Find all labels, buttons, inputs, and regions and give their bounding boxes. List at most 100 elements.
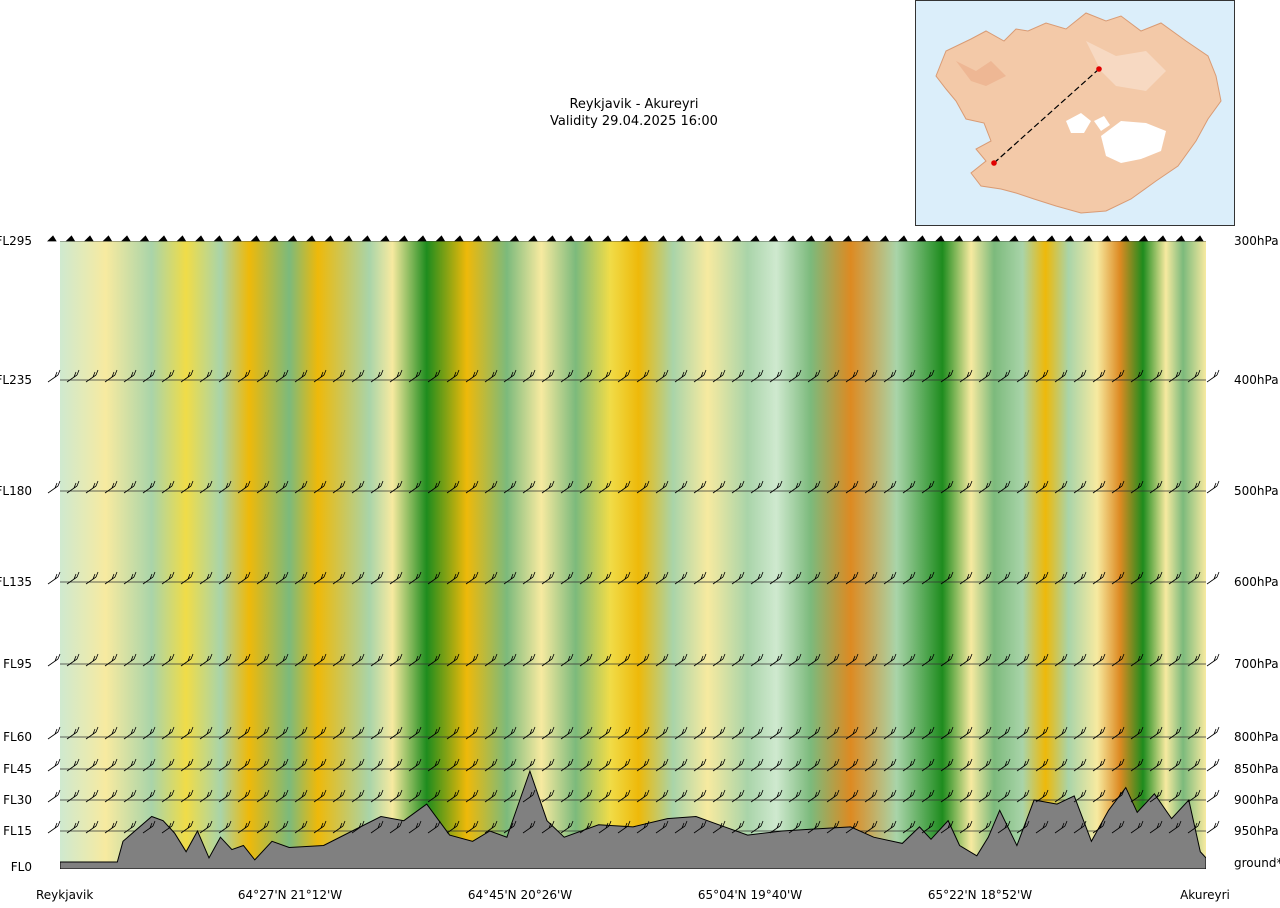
wind-barb [275, 369, 289, 383]
wind-barb [1187, 820, 1201, 834]
wind-barb [807, 571, 821, 585]
route-position-label: 65°22'N 18°52'W [928, 888, 1032, 902]
wind-barb [1009, 235, 1019, 242]
wind-barb [1016, 758, 1030, 772]
wind-barb [1130, 571, 1144, 585]
wind-barb [294, 571, 308, 585]
wind-barb [361, 235, 372, 242]
wind-barb [465, 369, 479, 383]
wind-barb [161, 571, 175, 585]
wind-barb [435, 235, 446, 242]
wind-barb [636, 480, 650, 494]
wind-barb [104, 820, 118, 834]
wind-barb [883, 369, 897, 383]
wind-barb [66, 820, 80, 834]
wind-barb [1092, 653, 1106, 667]
wind-barb [1092, 571, 1106, 585]
wind-barb [1206, 726, 1220, 740]
wind-barb [313, 369, 327, 383]
wind-barb [142, 571, 156, 585]
pressure-level-label: ground* [1234, 856, 1280, 870]
wind-barb [579, 789, 593, 803]
wind-barb [1130, 789, 1144, 803]
wind-barb [161, 789, 175, 803]
wind-barb [902, 571, 916, 585]
flight-level-label: FL45 [3, 762, 32, 776]
wind-barb [522, 480, 536, 494]
wind-barb [1206, 480, 1220, 494]
wind-barb [787, 235, 797, 242]
flight-level-label: FL60 [3, 730, 32, 744]
wind-barb [332, 789, 346, 803]
wind-barb [66, 571, 80, 585]
wind-barb [1111, 571, 1125, 585]
wind-barb [579, 758, 593, 772]
wind-barb [237, 789, 251, 803]
wind-barb [617, 726, 631, 740]
wind-barb [370, 480, 384, 494]
wind-barb [313, 789, 327, 803]
wind-barb [1111, 789, 1125, 803]
wind-barb [465, 789, 479, 803]
wind-barb [598, 369, 612, 383]
wind-barb [902, 789, 916, 803]
wind-barb [275, 820, 289, 834]
wind-barb [465, 820, 479, 834]
wind-barb [997, 480, 1011, 494]
wind-barb [142, 480, 156, 494]
wind-barb [617, 758, 631, 772]
wind-barb [332, 820, 346, 834]
wind-barb [465, 480, 479, 494]
wind-barb [1035, 789, 1049, 803]
chart-validity: Validity 29.04.2025 16:00 [550, 114, 718, 129]
wind-barb [845, 571, 859, 585]
wind-barb [1187, 571, 1201, 585]
wind-barb [218, 820, 232, 834]
chart-title: Reykjavik - Akureyri [569, 97, 699, 112]
wind-barb [807, 726, 821, 740]
wind-barb [47, 758, 61, 772]
wind-barb [636, 369, 650, 383]
wind-barb [269, 235, 279, 242]
wind-barb [883, 758, 897, 772]
pressure-level-label: 900hPa [1234, 793, 1279, 807]
wind-barb [427, 726, 441, 740]
wind-barb [142, 369, 156, 383]
wind-barb [598, 726, 612, 740]
wind-barb [446, 789, 460, 803]
wind-barb [1111, 653, 1125, 667]
wind-barb [1206, 571, 1220, 585]
pressure-level-label: 800hPa [1234, 730, 1279, 744]
wind-barb [750, 480, 764, 494]
wind-barb [731, 369, 745, 383]
wind-barb [883, 789, 897, 803]
wind-barb [997, 653, 1011, 667]
wind-barb [636, 820, 650, 834]
wind-barb [1111, 369, 1125, 383]
wind-barb [408, 726, 422, 740]
wind-barb [256, 820, 270, 834]
wind-barb [522, 369, 536, 383]
wind-barb [731, 758, 745, 772]
wind-barb [213, 235, 224, 242]
wind-barb [389, 571, 403, 585]
wind-barb [509, 235, 520, 242]
wind-barb [788, 653, 802, 667]
pressure-level-label: 300hPa [1234, 234, 1279, 248]
wind-barb [1130, 726, 1144, 740]
wind-barb [427, 369, 441, 383]
wind-barb [842, 235, 853, 242]
wind-barb [237, 480, 251, 494]
wind-barb [807, 789, 821, 803]
wind-barb [306, 235, 316, 242]
wind-barb [123, 653, 137, 667]
wind-barb [446, 480, 460, 494]
wind-barb [972, 235, 982, 242]
wind-barb [218, 726, 232, 740]
wind-barb [370, 789, 384, 803]
wind-barb [1016, 653, 1030, 667]
wind-barb [1138, 235, 1149, 242]
wind-barb [883, 726, 897, 740]
wind-barb [427, 571, 441, 585]
wind-barb [864, 369, 878, 383]
